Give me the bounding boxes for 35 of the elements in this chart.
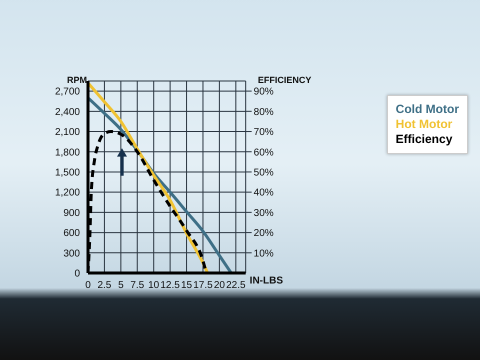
y2-tick-label: 20% bbox=[254, 228, 274, 240]
y2-tick-label: 40% bbox=[254, 188, 274, 199]
y2-tick-label: 60% bbox=[254, 147, 274, 158]
x-tick-label: 22.5 bbox=[226, 280, 246, 292]
x-tick-label: 5 bbox=[118, 280, 124, 292]
x-tick-label: 10 bbox=[148, 280, 160, 292]
x-tick-label: 17.5 bbox=[193, 280, 214, 292]
y-tick-label: 1,800 bbox=[54, 147, 80, 158]
y2-tick-label: 80% bbox=[254, 106, 274, 118]
y-tick-label: 1,200 bbox=[54, 188, 80, 199]
y-tick-label: 2,400 bbox=[54, 106, 80, 118]
x-axis-title: IN-LBS bbox=[250, 276, 284, 287]
y-tick-label: 1,500 bbox=[54, 167, 80, 178]
x-tick-label: 12.5 bbox=[160, 280, 180, 292]
y2-tick-label: 30% bbox=[254, 208, 274, 219]
x-tick-label: 0 bbox=[85, 280, 92, 292]
x-tick-label: 2.5 bbox=[97, 280, 112, 292]
y2-tick-label: 70% bbox=[254, 127, 274, 138]
y-tick-label: 600 bbox=[63, 228, 80, 240]
y2-axis-title: EFFICIENCY bbox=[258, 75, 312, 85]
x-tick-label: 7.5 bbox=[130, 280, 145, 292]
text: Cold Motor bbox=[396, 102, 459, 117]
text: Hot Motor bbox=[396, 117, 454, 132]
x-tick-label: 20 bbox=[214, 280, 226, 292]
y-tick-label: 2,100 bbox=[54, 127, 80, 138]
y-tick-label: 300 bbox=[63, 248, 80, 260]
y-tick-label: 2,700 bbox=[54, 86, 80, 98]
y-tick-label: 0 bbox=[74, 268, 80, 280]
y2-tick-label: 50% bbox=[254, 167, 274, 178]
y2-tick-label: 90% bbox=[254, 86, 274, 98]
y-tick-label: 900 bbox=[63, 208, 80, 219]
y2-tick-label: 10% bbox=[254, 248, 274, 260]
x-tick-label: 15 bbox=[180, 280, 193, 292]
y-axis-title: RPM bbox=[67, 75, 87, 85]
text: Efficiency bbox=[396, 132, 454, 147]
